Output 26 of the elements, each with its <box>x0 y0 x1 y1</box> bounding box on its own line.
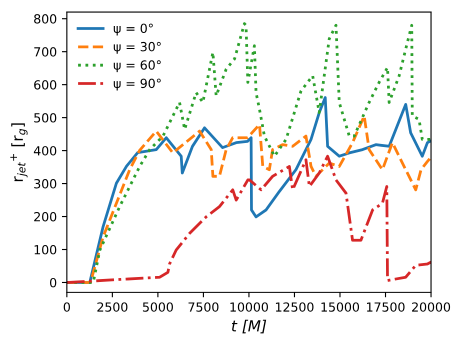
x-tick-label: 12500 <box>276 302 314 312</box>
line-series <box>66 154 432 284</box>
y-tick-label: 400 <box>34 146 56 156</box>
x-tick-label: 17500 <box>367 302 405 312</box>
y-tick-label: 800 <box>34 14 56 24</box>
y-tick-label: 200 <box>34 212 56 222</box>
legend-label: ψ = 0° <box>114 24 153 36</box>
x-tick-label: 10000 <box>230 302 268 312</box>
y-axis-title: r$_{jet}$$^{+}$ [r$_{g}$] <box>10 123 28 182</box>
y-tick-label: 600 <box>34 80 56 90</box>
x-tick-label: 7500 <box>188 302 218 312</box>
legend-label: ψ = 30° <box>114 42 161 54</box>
y-tick-label: 100 <box>34 244 56 254</box>
x-tick-label: 5000 <box>142 302 173 312</box>
legend-label: ψ = 90° <box>114 78 161 90</box>
x-tick-label: 20000 <box>412 302 450 312</box>
legend-label: ψ = 60° <box>114 60 161 72</box>
line-series <box>66 22 432 284</box>
x-tick-label: 2500 <box>97 302 128 312</box>
x-tick-label: 0 <box>64 302 70 312</box>
x-tick-label: 15000 <box>321 302 360 312</box>
y-tick-label: 300 <box>34 179 56 188</box>
y-tick-label: 700 <box>34 47 56 57</box>
y-tick-label: 500 <box>34 113 56 123</box>
y-tick-label: 0 <box>50 278 56 288</box>
x-axis-title: t [M] <box>232 320 266 334</box>
